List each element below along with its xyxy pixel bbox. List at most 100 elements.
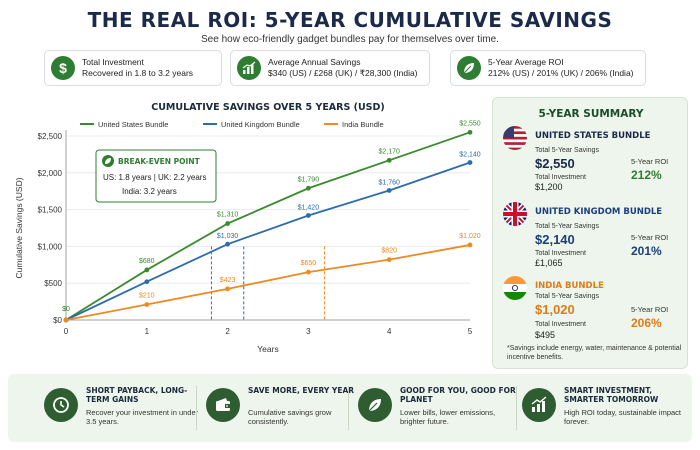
clock-icon	[44, 388, 78, 422]
feature-title: SMART INVESTMENT, SMARTER TOMORROW	[564, 386, 659, 404]
data-point	[467, 242, 473, 248]
data-label: $1,020	[459, 233, 481, 240]
data-label: $1,310	[217, 212, 239, 219]
data-point	[306, 269, 311, 275]
legend-label: United Kingdom Bundle	[221, 120, 300, 129]
data-label: $1,790	[298, 176, 320, 183]
feature-desc: Recover your investment in under 3.5 yea…	[86, 408, 199, 426]
roi-value: 201%	[631, 244, 662, 258]
savings-label: Total 5-Year Savings	[535, 293, 599, 300]
y-tick-label: $0	[53, 316, 62, 325]
roi-label: 5-Year ROI	[631, 157, 669, 166]
data-point	[144, 302, 150, 307]
stat-value: $340 (US) / £268 (UK) / ₹28,300 (India)	[268, 68, 418, 78]
x-tick-label: 0	[64, 327, 69, 336]
x-tick-label: 1	[145, 327, 150, 336]
stat-label: Average Annual Savings	[268, 57, 361, 67]
summary-title: 5-YEAR SUMMARY	[538, 108, 644, 120]
y-tick-label: $1,000	[38, 242, 63, 251]
data-point	[225, 286, 231, 292]
data-point	[467, 129, 473, 135]
data-point	[386, 157, 392, 163]
savings-value: $2,550	[535, 156, 575, 171]
india-flag-icon	[503, 276, 527, 300]
dollar-icon: $	[51, 56, 75, 80]
feature-good-planet: GOOD FOR YOU, GOOD FOR PLANET Lower bill…	[358, 382, 516, 434]
growth-chart-icon	[522, 388, 556, 422]
investment-value: $1,200	[535, 182, 563, 192]
data-point	[144, 279, 150, 285]
feature-desc: Lower bills, lower emissions, brighter f…	[400, 408, 496, 426]
data-label: $2,550	[459, 120, 481, 127]
y-axis-label: Cumulative Savings (USD)	[14, 177, 24, 278]
data-point	[225, 221, 231, 226]
stat-value: 212% (US) / 201% (UK) / 206% (India)	[488, 68, 634, 78]
summary-panel: 5-YEAR SUMMARY UNITED STATES BUNDLE Tota…	[492, 97, 688, 369]
data-label: $1,760	[378, 179, 400, 186]
data-point	[386, 188, 392, 193]
data-point	[386, 257, 392, 263]
investment-label: Total Investment	[535, 174, 586, 181]
data-point	[306, 185, 311, 191]
us-flag-icon	[503, 126, 527, 150]
savings-value: $2,140	[535, 232, 575, 247]
data-label: $2,140	[459, 151, 481, 158]
investment-value: £1,065	[535, 258, 563, 268]
breakeven-line2: India: 3.2 years	[122, 187, 177, 196]
cumulative-savings-chart: CUMULATIVE SAVINGS OVER 5 YEARS (USD) Uni…	[8, 94, 488, 366]
data-label: $2,170	[378, 148, 400, 155]
data-label: $210	[139, 293, 155, 300]
roi-value: 206%	[631, 316, 662, 330]
feature-save-more: SAVE MORE, EVERY YEAR Cumulative savings…	[206, 382, 354, 434]
chart-title: CUMULATIVE SAVINGS OVER 5 YEARS (USD)	[151, 102, 385, 113]
stat-card-annual-savings: Average Annual Savings $340 (US) / £268 …	[230, 50, 430, 86]
divider	[196, 386, 197, 430]
x-tick-label: 4	[387, 327, 392, 336]
data-point	[467, 160, 473, 165]
feature-payback: SHORT PAYBACK, LONG-TERM GAINS Recover y…	[44, 382, 198, 434]
breakeven-line1: US: 1.8 years | UK: 2.2 years	[103, 173, 206, 182]
page-title: THE REAL ROI: 5-YEAR CUMULATIVE SAVINGS	[87, 8, 613, 32]
wallet-icon	[206, 388, 240, 422]
feature-title: GOOD FOR YOU, GOOD FOR PLANET	[400, 386, 516, 404]
leaf-icon	[358, 388, 392, 422]
stat-card-total-investment: $ Total Investment Recovered in 1.8 to 3…	[44, 50, 222, 86]
data-label: $650	[301, 260, 317, 267]
investment-value: $495	[535, 330, 556, 340]
feature-bar: SHORT PAYBACK, LONG-TERM GAINS Recover y…	[8, 374, 692, 442]
y-tick-label: $2,000	[38, 169, 63, 178]
data-point	[306, 213, 311, 218]
x-tick-label: 5	[468, 327, 473, 336]
series-line	[65, 161, 471, 321]
data-label: $1,030	[217, 233, 239, 240]
savings-label: Total 5-Year Savings	[535, 147, 599, 154]
data-label: $680	[139, 258, 155, 265]
y-tick-label: $500	[44, 279, 62, 288]
y-tick-label: $1,500	[38, 206, 63, 215]
roi-label: 5-Year ROI	[631, 233, 669, 242]
roi-value: 212%	[631, 168, 662, 182]
series-line	[65, 131, 471, 321]
stat-label: Total Investment	[82, 57, 144, 67]
y-tick-label: $2,500	[38, 132, 63, 141]
data-point	[225, 241, 231, 247]
stat-label: 5-Year Average ROI	[488, 57, 564, 67]
breakeven-title: BREAK-EVEN POINT	[118, 157, 201, 166]
summary-footnote: *Savings include energy, water, maintena…	[507, 345, 682, 361]
divider	[348, 386, 349, 430]
feature-desc: High ROI today, sustainable impact forev…	[564, 408, 682, 426]
legend-label: India Bundle	[342, 120, 384, 129]
x-tick-label: 2	[225, 327, 230, 336]
feature-smart-investment: SMART INVESTMENT, SMARTER TOMORROW High …	[522, 382, 682, 434]
feature-title: SAVE MORE, EVERY YEAR	[248, 386, 355, 395]
roi-label: 5-Year ROI	[631, 305, 669, 314]
stat-value: Recovered in 1.8 to 3.2 years	[82, 68, 194, 78]
x-tick-label: 3	[306, 327, 311, 336]
country-name: INDIA BUNDLE	[535, 281, 604, 291]
country-name: UNITED KINGDOM BUNDLE	[535, 207, 663, 217]
series-line	[65, 244, 471, 321]
savings-value: $1,020	[535, 302, 575, 317]
origin-label: $0	[62, 306, 70, 313]
leaf-icon	[457, 56, 481, 80]
data-label: $1,420	[298, 204, 320, 211]
